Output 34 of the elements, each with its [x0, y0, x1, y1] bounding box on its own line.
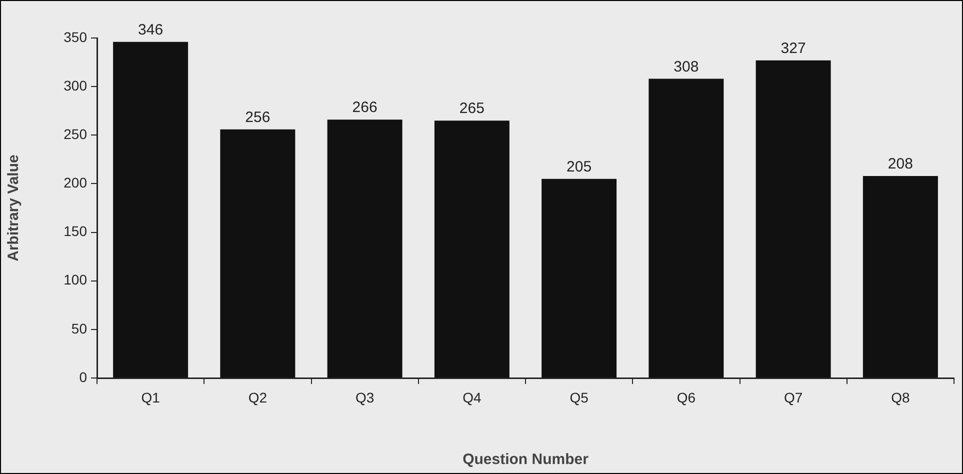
data-label: 208	[888, 156, 913, 173]
x-tick-label: Q8	[891, 389, 910, 406]
data-label: 266	[352, 99, 378, 116]
y-tick-label: 300	[64, 77, 88, 94]
x-axis-title: Question Number	[462, 451, 589, 468]
y-tick-label: 50	[71, 320, 88, 336]
x-tick-label: Q4	[462, 389, 482, 406]
bar	[434, 120, 510, 378]
y-axis-title: Arbitrary Value	[5, 154, 22, 262]
x-tick-label: Q2	[248, 389, 268, 406]
bar	[862, 176, 938, 378]
x-tick-label: Q3	[355, 389, 374, 406]
data-label: 346	[138, 22, 164, 39]
y-tick-label: 250	[64, 126, 88, 142]
x-tick-label: Q6	[676, 389, 696, 406]
data-label: 256	[245, 108, 270, 126]
bar	[113, 42, 188, 378]
bar	[327, 120, 402, 378]
y-tick-label: 100	[64, 272, 88, 288]
y-tick-label: 200	[64, 174, 88, 191]
y-tick-label: 350	[64, 28, 88, 45]
data-label: 308	[674, 58, 699, 76]
x-tick-label: Q7	[784, 389, 803, 406]
bar	[220, 129, 296, 378]
data-label: 265	[459, 100, 484, 118]
x-tick-label: Q5	[570, 389, 589, 406]
y-tick-label: 150	[64, 223, 88, 240]
data-label: 205	[566, 158, 592, 176]
bar	[542, 178, 617, 378]
bar	[648, 78, 724, 378]
y-tick-label: 0	[79, 368, 88, 385]
x-tick-label: Q1	[141, 389, 160, 406]
data-label: 327	[780, 40, 806, 57]
bar	[756, 60, 831, 378]
